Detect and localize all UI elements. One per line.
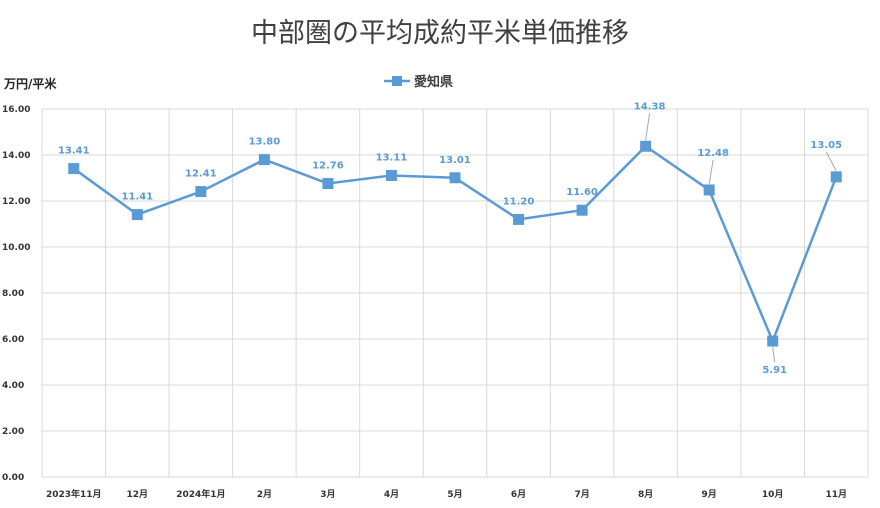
data-point-marker <box>449 172 461 184</box>
data-point-marker <box>131 209 143 221</box>
legend: 愛知県 <box>384 74 453 90</box>
series-markers <box>68 140 842 347</box>
y-tick-label: 2.00 <box>2 427 24 437</box>
data-point-marker <box>68 163 80 175</box>
label-leader-line <box>772 347 776 363</box>
x-tick-label: 12月 <box>127 489 149 500</box>
y-tick-label: 10.00 <box>2 243 30 253</box>
y-tick-label: 14.00 <box>2 151 30 161</box>
data-point-marker <box>640 140 652 152</box>
data-point-marker <box>830 171 842 183</box>
data-label: 12.76 <box>312 161 344 172</box>
data-point-marker <box>703 184 715 196</box>
x-tick-label: 2024年1月 <box>176 488 225 500</box>
label-leader-lines <box>645 113 837 363</box>
x-tick-label: 6月 <box>511 489 526 500</box>
data-label: 11.41 <box>121 192 153 203</box>
y-tick-label: 12.00 <box>2 197 30 207</box>
y-axis-ticks: 0.00 2.00 4.00 6.00 8.00 10.00 12.00 14.00 16.00 <box>2 105 30 483</box>
data-point-marker <box>322 178 334 190</box>
data-label: 5.91 <box>762 365 787 376</box>
data-point-marker <box>385 169 397 181</box>
data-label: 14.38 <box>634 101 666 112</box>
data-label: 11.20 <box>503 196 535 207</box>
label-leader-line <box>645 113 651 141</box>
data-label: 13.80 <box>249 137 281 148</box>
y-tick-label: 16.00 <box>2 105 30 115</box>
x-tick-label: 7月 <box>574 489 589 500</box>
data-label: 13.11 <box>376 152 408 163</box>
data-point-marker <box>195 186 207 198</box>
data-label: 13.41 <box>58 146 90 157</box>
y-axis-unit-label: 万円/平米 <box>3 76 57 91</box>
legend-label: 愛知県 <box>414 74 453 90</box>
data-label: 13.01 <box>439 155 471 166</box>
y-tick-label: 0.00 <box>2 473 24 483</box>
legend-marker <box>392 76 402 86</box>
y-tick-label: 6.00 <box>2 335 24 345</box>
data-label: 11.60 <box>566 187 598 198</box>
horizontal-gridlines <box>41 108 868 478</box>
label-leader-line <box>708 159 714 185</box>
x-tick-label: 11月 <box>825 489 847 500</box>
x-tick-label: 2月 <box>257 489 272 500</box>
label-leader-line <box>825 151 837 172</box>
x-tick-label: 4月 <box>384 489 399 500</box>
x-tick-label: 10月 <box>762 489 784 500</box>
data-point-marker <box>576 204 588 216</box>
x-axis-ticks: 2023年11月 12月 2024年1月 2月 3月 4月 5月 6月 7月 8月 9月 10月 11月 <box>46 488 847 500</box>
y-tick-label: 8.00 <box>2 289 24 299</box>
data-label: 13.05 <box>810 140 842 151</box>
data-labels: 13.41 11.41 12.41 13.80 12.76 13.11 13.01 11.20… <box>58 101 842 376</box>
x-tick-label: 3月 <box>320 489 335 500</box>
data-point-marker <box>767 335 779 347</box>
data-point-marker <box>258 154 270 166</box>
data-label: 12.48 <box>697 148 729 159</box>
x-tick-label: 9月 <box>702 489 717 500</box>
x-tick-label: 2023年11月 <box>46 488 102 500</box>
x-tick-label: 8月 <box>638 489 653 500</box>
data-label: 12.41 <box>185 169 217 180</box>
chart-title: 中部圏の平均成約平米単価推移 <box>251 18 629 49</box>
data-point-marker <box>513 213 525 225</box>
x-tick-label: 5月 <box>447 489 462 500</box>
y-tick-label: 4.00 <box>2 381 24 391</box>
